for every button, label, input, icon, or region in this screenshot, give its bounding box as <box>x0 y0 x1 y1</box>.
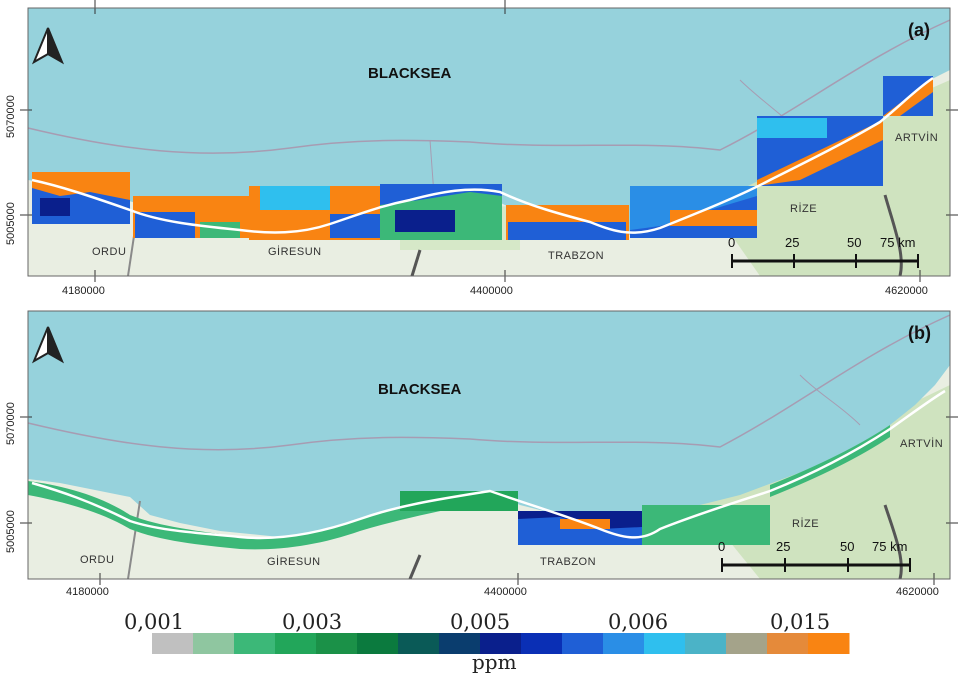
road <box>127 500 141 580</box>
map-a-svg: 0 25 50 75 km (a) BLACKSEA ORDU GİRESUN … <box>0 0 969 300</box>
y-tick-label: 5070000 <box>5 402 17 445</box>
city-label-giresun: GİRESUN <box>268 245 322 258</box>
legend-swatch <box>767 633 809 654</box>
city-label-artvin: ARTVİN <box>895 131 938 144</box>
panel-label: (a) <box>908 20 930 40</box>
legend-swatch <box>152 633 194 654</box>
sea-label: BLACKSEA <box>368 65 452 82</box>
y-tick-label: 5005000 <box>5 202 17 245</box>
legend-swatch <box>480 633 522 654</box>
map-panel-b: 0 25 50 75 km (b) BLACKSEA ORDU GİRESUN … <box>0 305 969 605</box>
scale-bar: 0 25 50 75 km <box>728 235 919 268</box>
legend-swatch <box>644 633 686 654</box>
scale-bar: 0 25 50 75 km <box>718 539 911 572</box>
legend-colorbar <box>152 633 850 654</box>
x-tick-label: 4400000 <box>484 586 527 598</box>
legend-swatch <box>521 633 563 654</box>
black-sea <box>28 311 950 541</box>
scale-label: 75 km <box>872 539 907 554</box>
sea-label: BLACKSEA <box>378 381 462 398</box>
legend-unit: ppm <box>472 650 517 674</box>
legend-value: 0,015 <box>770 610 830 634</box>
y-tick-label: 5070000 <box>5 95 17 138</box>
road <box>408 554 422 580</box>
x-tick-label: 4180000 <box>66 586 109 598</box>
scale-label: 50 <box>840 539 854 554</box>
legend-swatch <box>234 633 276 654</box>
legend-swatch <box>808 633 850 654</box>
legend-swatch <box>193 633 235 654</box>
panel-label: (b) <box>908 323 931 343</box>
legend-swatch <box>685 633 727 654</box>
x-tick-label: 4180000 <box>62 285 105 297</box>
scale-label: 75 km <box>880 235 915 250</box>
city-label-giresun: GİRESUN <box>267 555 321 568</box>
coastline <box>31 76 934 234</box>
legend-swatch <box>562 633 604 654</box>
x-tick-label: 4620000 <box>885 285 928 297</box>
x-tick-label: 4620000 <box>896 586 939 598</box>
city-label-artvin: ARTVİN <box>900 437 943 450</box>
x-tick-label: 4400000 <box>470 285 513 297</box>
black-sea <box>28 8 950 236</box>
y-tick-label: 5005000 <box>5 510 17 553</box>
scale-label: 25 <box>785 235 799 250</box>
road <box>883 504 903 580</box>
north-arrow-icon <box>31 326 65 364</box>
legend-value: 0,006 <box>608 610 668 634</box>
legend-swatch <box>398 633 440 654</box>
scale-label: 0 <box>718 539 725 554</box>
road <box>883 194 903 277</box>
legend-swatch <box>439 633 481 654</box>
scale-label: 0 <box>728 235 735 250</box>
legend-value: 0,001 <box>124 610 184 634</box>
sea-boundary <box>27 19 951 154</box>
legend-swatch <box>316 633 358 654</box>
city-label-rize: RİZE <box>790 202 817 215</box>
map-b-svg: 0 25 50 75 km (b) BLACKSEA ORDU GİRESUN … <box>0 305 969 605</box>
city-label-ordu: ORDU <box>80 554 114 566</box>
legend-swatch <box>726 633 768 654</box>
north-arrow-icon <box>31 27 65 65</box>
city-label-trabzon: TRABZON <box>548 250 604 262</box>
scale-label: 25 <box>776 539 790 554</box>
sea-boundary <box>27 314 951 451</box>
city-label-trabzon: TRABZON <box>540 556 596 568</box>
scale-label: 50 <box>847 235 861 250</box>
sea-boundary <box>799 374 861 426</box>
city-label-rize: RİZE <box>792 517 819 530</box>
legend-swatch <box>275 633 317 654</box>
legend-value: 0,005 <box>450 610 510 634</box>
city-label-ordu: ORDU <box>92 246 126 258</box>
legend-swatch <box>357 633 399 654</box>
coastline <box>31 389 946 540</box>
road <box>410 249 422 277</box>
legend-swatch <box>603 633 645 654</box>
map-panel-a: 0 25 50 75 km (a) BLACKSEA ORDU GİRESUN … <box>0 0 969 300</box>
legend-svg: 0,001 0,003 0,005 0,006 0,015 ppm <box>124 610 850 674</box>
legend-value: 0,003 <box>282 610 342 634</box>
color-legend: 0,001 0,003 0,005 0,006 0,015 ppm <box>0 605 969 674</box>
